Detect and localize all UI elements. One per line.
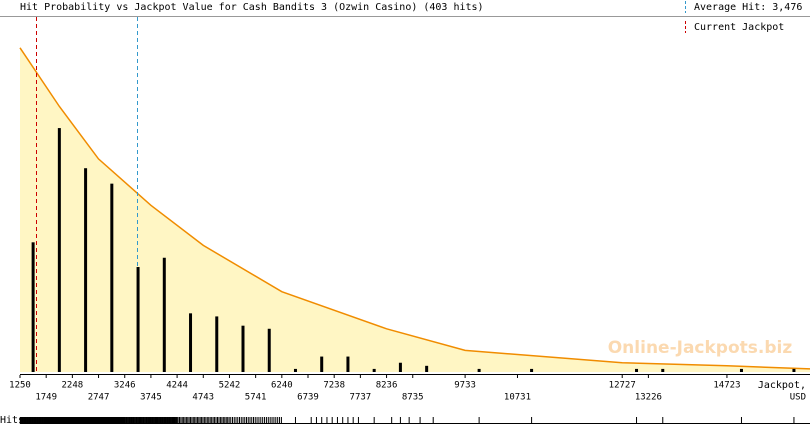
x-tick-label: 13226: [635, 393, 662, 403]
x-axis-label: USD: [790, 393, 806, 403]
bar: [372, 368, 376, 372]
bar: [530, 368, 534, 372]
x-tick-label: 5242: [219, 381, 241, 391]
chart-title: Hit Probability vs Jackpot Value for Cas…: [20, 2, 484, 13]
x-tick-label: 4743: [192, 393, 214, 403]
x-tick-label: 4244: [166, 381, 188, 391]
x-tick-label: 14723: [713, 381, 740, 391]
watermark: Online-Jackpots.biz: [608, 338, 793, 358]
bar: [739, 368, 743, 372]
x-tick-label: 3246: [114, 381, 136, 391]
bar: [241, 325, 245, 372]
bar: [293, 368, 297, 372]
fit-curve: [19, 47, 810, 370]
bar: [267, 328, 271, 372]
bar: [477, 368, 481, 372]
x-tick-label: 9733: [454, 381, 476, 391]
x-tick-label: 8735: [402, 393, 424, 403]
bar: [215, 316, 219, 372]
x-tick-label: 3745: [140, 393, 162, 403]
bar: [320, 356, 324, 372]
x-tick-label: 1749: [35, 393, 57, 403]
bar: [136, 267, 140, 372]
x-tick-label: 10731: [504, 393, 531, 403]
bar: [162, 257, 166, 372]
bar: [84, 168, 88, 372]
bar: [425, 365, 429, 372]
x-tick-label: 6240: [271, 381, 293, 391]
bar: [398, 362, 402, 372]
x-axis-label: Jackpot,: [758, 380, 806, 391]
x-tick-label: 1250: [9, 381, 31, 391]
x-tick-label: 8236: [376, 381, 398, 391]
legend-label: Current Jackpot: [694, 22, 784, 33]
x-tick-label: 6739: [297, 393, 319, 403]
bar: [110, 183, 114, 372]
bar: [31, 242, 35, 372]
bar: [189, 313, 193, 372]
x-tick-label: 5741: [245, 393, 267, 403]
legend-label: Average Hit: 3,476: [694, 2, 802, 13]
x-tick-label: 7238: [323, 381, 345, 391]
bar: [661, 368, 665, 372]
bar: [635, 368, 639, 372]
x-tick-label: 12727: [609, 381, 636, 391]
x-tick-label: 2747: [88, 393, 110, 403]
bar: [57, 128, 61, 372]
fit-area: [20, 47, 810, 373]
rug-label: Hits: [0, 415, 24, 425]
x-tick-label: 7737: [350, 393, 372, 403]
x-tick-label: 2248: [62, 381, 84, 391]
bar: [792, 368, 796, 372]
bar: [346, 356, 350, 372]
